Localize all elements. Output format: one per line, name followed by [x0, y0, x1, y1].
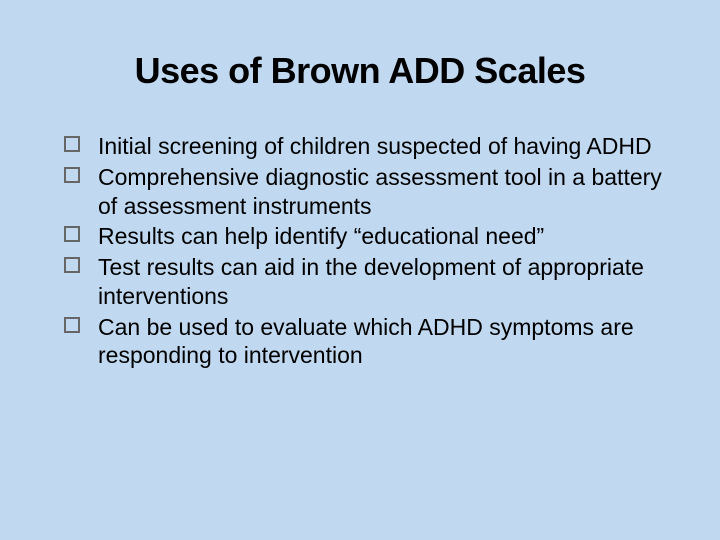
bullet-text: Test results can aid in the development …	[98, 254, 644, 309]
checkbox-icon	[64, 257, 80, 273]
checkbox-icon	[64, 317, 80, 333]
slide-title: Uses of Brown ADD Scales	[50, 50, 670, 92]
bullet-text: Comprehensive diagnostic assessment tool…	[98, 164, 662, 219]
list-item: Test results can aid in the development …	[64, 253, 670, 311]
bullet-text: Can be used to evaluate which ADHD sympt…	[98, 314, 634, 369]
bullet-list: Initial screening of children suspected …	[50, 132, 670, 370]
list-item: Results can help identify “educational n…	[64, 222, 670, 251]
checkbox-icon	[64, 226, 80, 242]
bullet-text: Results can help identify “educational n…	[98, 223, 544, 249]
list-item: Comprehensive diagnostic assessment tool…	[64, 163, 670, 221]
bullet-text: Initial screening of children suspected …	[98, 133, 652, 159]
checkbox-icon	[64, 136, 80, 152]
checkbox-icon	[64, 167, 80, 183]
list-item: Can be used to evaluate which ADHD sympt…	[64, 313, 670, 371]
list-item: Initial screening of children suspected …	[64, 132, 670, 161]
